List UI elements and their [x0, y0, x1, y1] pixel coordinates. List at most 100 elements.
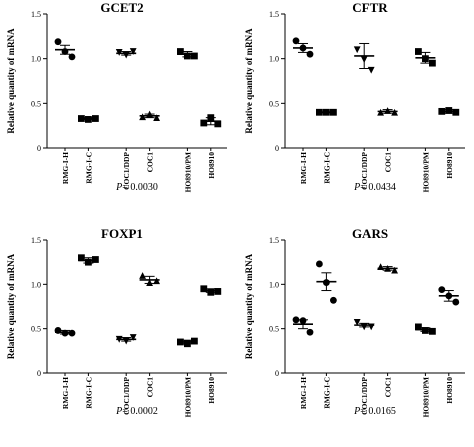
y-tick-label: 1.0 — [31, 55, 41, 64]
data-point — [353, 319, 361, 326]
data-point — [422, 55, 429, 63]
data-point — [384, 107, 391, 114]
y-tick-label: 1.5 — [269, 236, 279, 245]
x-tick-label: HO8910 — [207, 377, 216, 404]
chart-panel-gars: GARS Relative quantity of mRNA 0 0.5 1.0 1.5 R… — [244, 226, 465, 417]
data-point — [445, 107, 453, 114]
y-tick-label: 1.0 — [31, 280, 41, 289]
data-point — [323, 108, 330, 116]
chart-panel-gcet2: GCET2 Relative quantity of mRNA 0 0.5 1.0 1.5… — [6, 0, 227, 193]
chart-title: FOXP1 — [101, 226, 143, 241]
data-point — [292, 37, 300, 45]
x-tick-label: HO8910/PM — [183, 377, 192, 417]
x-tick-label: RMG-I-H — [299, 152, 308, 184]
y-tick-label: 0.5 — [31, 99, 41, 108]
y-axis-label: Relative quantity of mRNA — [244, 253, 254, 359]
y-tick-label: 1.5 — [31, 10, 41, 19]
data-point — [153, 277, 160, 285]
data-point — [429, 327, 436, 335]
data-point — [214, 120, 222, 128]
data-point — [85, 116, 92, 123]
data-point — [54, 38, 62, 46]
data-point — [92, 256, 99, 263]
data-point — [377, 108, 384, 116]
y-tick-label: 0.5 — [269, 99, 279, 108]
p-value-number: = 0.0434 — [360, 182, 396, 193]
data-point — [139, 272, 146, 279]
data-point — [177, 48, 184, 55]
data-point — [129, 48, 137, 55]
data-point — [115, 49, 123, 56]
x-tick-label: RMG-I-C — [84, 377, 93, 409]
y-tick-label: 1.5 — [269, 10, 279, 19]
data-point — [323, 279, 330, 286]
y-axis-label: Relative quantity of mRNA — [244, 28, 254, 134]
data-point — [200, 119, 208, 127]
chart-panel-cftr: CFTR Relative quantity of mRNA 0 0.5 1.0 1.5 R… — [244, 0, 465, 193]
data-point — [78, 115, 85, 122]
p-value-symbol: P — [115, 182, 122, 193]
data-point — [68, 53, 76, 61]
data-point — [92, 115, 99, 122]
y-tick-label: 0 — [37, 369, 41, 378]
data-point — [115, 335, 123, 343]
data-point — [122, 337, 130, 345]
data-point — [367, 66, 375, 74]
data-point — [54, 327, 62, 334]
y-tick-label: 1.0 — [269, 280, 279, 289]
data-point — [330, 108, 337, 116]
data-point — [438, 107, 446, 115]
data-point — [146, 110, 153, 118]
data-point — [452, 108, 460, 116]
data-point — [429, 59, 436, 67]
data-point — [367, 323, 375, 331]
x-tick-label: RMG-I-C — [322, 377, 331, 409]
y-axis-label: Relative quantity of mRNA — [6, 253, 16, 359]
data-point — [306, 50, 314, 58]
p-value-symbol: P — [353, 182, 360, 193]
data-point — [299, 44, 307, 52]
data-point — [391, 266, 398, 274]
x-tick-label: HO8910/PM — [421, 377, 430, 417]
data-point — [360, 56, 368, 63]
data-point — [177, 338, 184, 346]
data-point — [146, 279, 153, 286]
p-value: P= 0.0030 — [115, 182, 158, 193]
data-point — [153, 114, 160, 122]
data-point — [438, 286, 446, 294]
data-point — [452, 298, 460, 306]
x-tick-label: RMG-I-H — [299, 377, 308, 409]
chart-title: GCET2 — [100, 0, 143, 15]
x-tick-label: HO8910 — [445, 152, 454, 179]
p-value-number: = 0.0030 — [122, 182, 158, 193]
y-tick-label: 1.0 — [269, 55, 279, 64]
p-value: P= 0.0434 — [353, 182, 396, 193]
data-point — [78, 254, 85, 262]
data-point — [330, 296, 337, 304]
data-point — [139, 113, 146, 121]
y-axis-label: Relative quantity of mRNA — [6, 28, 16, 134]
data-point — [68, 329, 76, 337]
data-point — [353, 46, 361, 54]
data-point — [61, 48, 69, 55]
data-point — [292, 316, 300, 324]
data-point — [191, 337, 198, 345]
p-value-symbol: P — [353, 406, 360, 417]
data-point — [61, 329, 69, 337]
p-value-number: = 0.0165 — [360, 406, 396, 417]
data-point — [184, 340, 191, 348]
p-value-symbol: P — [115, 406, 122, 417]
p-value: P= 0.0165 — [353, 406, 396, 417]
x-tick-label: COC1 — [146, 152, 155, 173]
data-point — [299, 317, 307, 325]
data-point — [306, 328, 314, 336]
data-point — [384, 264, 391, 272]
data-point — [360, 323, 368, 331]
data-point — [207, 114, 215, 122]
data-point — [85, 258, 92, 266]
y-tick-label: 0 — [37, 144, 41, 153]
data-point — [200, 285, 208, 293]
data-point — [207, 288, 215, 296]
x-tick-label: RMG-I-H — [61, 152, 70, 184]
x-tick-label: COC1/DDP — [360, 152, 369, 190]
